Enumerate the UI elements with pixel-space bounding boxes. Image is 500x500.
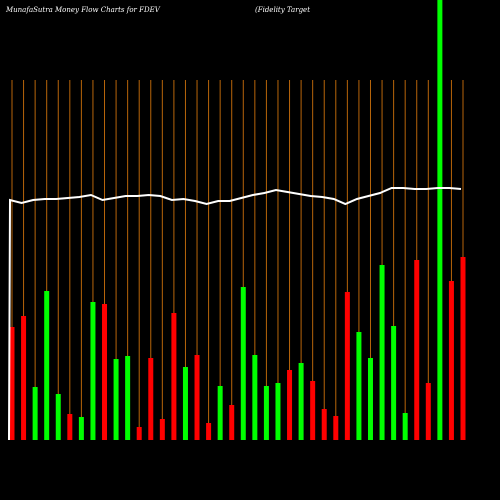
bar	[391, 326, 397, 440]
bar	[240, 287, 246, 440]
chart-subtitle: (Fidelity Target	[255, 6, 310, 14]
bar	[182, 367, 188, 440]
bar	[217, 386, 223, 440]
bar	[171, 313, 177, 440]
bar	[67, 414, 73, 440]
bar	[414, 260, 420, 440]
bar	[9, 327, 15, 440]
bar	[136, 427, 142, 440]
bar	[44, 291, 50, 440]
bar	[148, 358, 154, 440]
bar	[159, 419, 165, 440]
bar	[379, 265, 385, 440]
bar	[125, 356, 131, 440]
bar	[78, 417, 84, 440]
bar	[321, 409, 327, 440]
bar	[32, 387, 38, 440]
bar	[460, 257, 466, 440]
bar	[102, 304, 108, 440]
chart-title: MunafaSutra Money Flow Charts for FDEV	[5, 6, 161, 14]
bar	[287, 370, 293, 440]
bar	[55, 394, 61, 440]
bar	[425, 383, 431, 440]
bar	[367, 358, 373, 440]
bar	[356, 332, 362, 440]
bar	[437, 0, 443, 440]
bar	[252, 355, 258, 440]
bar	[194, 355, 200, 440]
bar	[310, 381, 316, 440]
bar	[229, 405, 235, 440]
bar	[90, 302, 96, 440]
bar	[298, 363, 304, 440]
bar	[263, 386, 269, 440]
bar	[275, 383, 281, 440]
bar	[113, 359, 119, 440]
bar	[21, 316, 27, 440]
money-flow-line	[8, 187, 462, 441]
bar	[206, 423, 212, 440]
bar	[448, 281, 454, 440]
bar	[402, 413, 408, 440]
bar	[344, 292, 350, 440]
bar	[333, 416, 339, 440]
